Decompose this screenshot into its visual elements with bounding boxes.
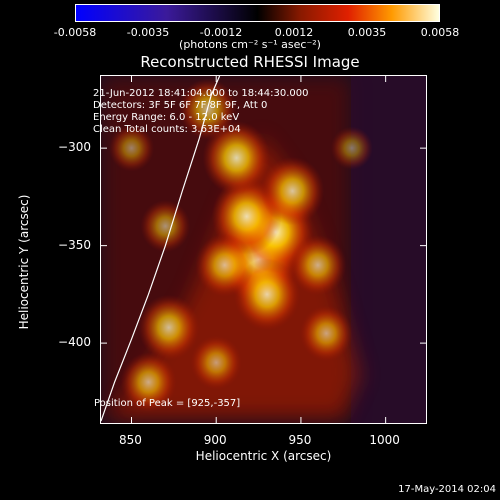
plot-area [100,75,427,424]
footer-date: 17-May-2014 02:04 [398,484,496,495]
colorbar [75,4,440,22]
emission-hotspot [120,352,177,412]
emission-hotspot [299,305,353,362]
info-energy-range: Energy Range: 6.0 - 12.0 keV [93,112,240,123]
emission-hotspots [108,78,373,412]
emission-hotspot [330,126,373,170]
emission-hotspot [138,294,200,361]
y-tick-label: −350 [58,237,91,252]
solar-limb-curve [101,76,221,422]
colorbar-tick-label: -0.0058 [53,26,97,39]
x-tick-label: 1000 [369,433,400,447]
x-tick-label: 900 [203,433,227,447]
emission-hotspot [202,121,271,195]
emission-hotspot [108,124,155,172]
emission-hotspot [140,200,191,253]
emission-hotspot [289,235,347,296]
colorbar-tick-label: 0.0035 [347,26,387,39]
x-tick-label: 850 [119,433,142,447]
peak-position-label: Position of Peak = [925,-357] [94,398,241,409]
info-time-range: 21-Jun-2012 18:41:04.000 to 18:44:30.000 [93,88,309,99]
info-clean-counts: Clean Total counts: 3.63E+04 [93,124,241,135]
x-tick-label: 950 [288,433,312,447]
colorbar-tick-label: -0.0012 [199,26,243,39]
y-tick-label: −300 [58,140,91,155]
y-tick-label: −400 [58,335,91,350]
colorbar-tick-label: 0.0012 [274,26,314,39]
y-axis-label: Heliocentric Y (arcsec) [17,194,31,330]
emission-hotspot [190,335,242,390]
x-axis-label: Heliocentric X (arcsec) [195,449,332,463]
colorbar-units: (photons cm⁻² s⁻¹ asec⁻²) [179,38,321,51]
colorbar-tick-label: 0.0058 [420,26,460,39]
emission-hotspot [195,233,255,297]
chart-title: Reconstructed RHESSI Image [140,53,360,71]
emission-hotspot [260,156,325,226]
colorbar-tick-label: -0.0035 [126,26,170,39]
info-detectors: Detectors: 3F 5F 6F 7F 8F 9F, Att 0 [93,100,268,111]
